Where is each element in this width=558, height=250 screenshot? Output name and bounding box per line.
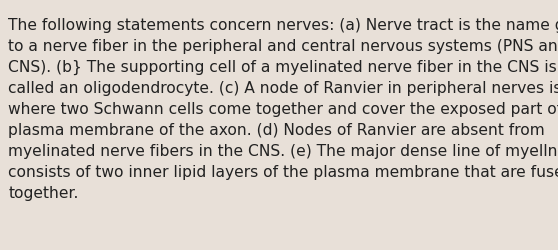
Text: The following statements concern nerves: (a) Nerve tract is the name given
to a : The following statements concern nerves:… <box>8 18 558 200</box>
